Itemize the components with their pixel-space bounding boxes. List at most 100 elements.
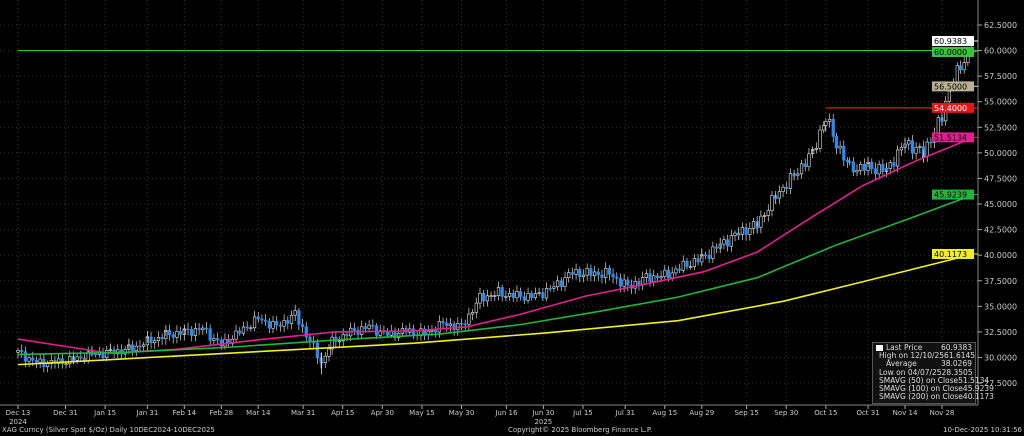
level-leader: [973, 50, 979, 53]
candle: [851, 161, 855, 173]
candle: [278, 324, 283, 327]
x-tick-label: Feb 14: [173, 409, 197, 417]
candle: [190, 329, 194, 336]
candle: [925, 141, 929, 157]
legend-label: SMAVG (100) on Close: [879, 384, 963, 394]
candle: [578, 269, 582, 278]
candle: [777, 191, 781, 199]
level-tag: [932, 46, 974, 57]
level-label: 56.5000: [934, 82, 967, 91]
y-tick-label: 47.5000: [984, 174, 1017, 183]
candle: [788, 173, 793, 189]
candle: [489, 295, 493, 298]
y-tick-label: 50.0000: [984, 149, 1017, 158]
candle: [441, 321, 445, 324]
candle: [689, 266, 693, 268]
candle: [744, 227, 748, 235]
candle: [245, 326, 249, 329]
level-tag: [932, 102, 974, 113]
candle: [352, 327, 356, 331]
candle: [45, 363, 50, 368]
year-label: 2025: [534, 418, 552, 426]
candle: [371, 324, 375, 327]
y-tick-label: 27.5000: [984, 379, 1017, 388]
candle: [57, 358, 61, 364]
candle: [644, 273, 648, 278]
candle: [726, 239, 730, 247]
ma-value-tag: [932, 189, 974, 200]
x-tick-label: Aug 29: [689, 409, 714, 417]
candle: [34, 359, 39, 363]
candle: [585, 268, 589, 276]
candle: [456, 322, 460, 331]
legend-value: 40.1173: [962, 392, 994, 402]
candle: [171, 334, 175, 338]
candle: [345, 334, 349, 337]
legend-value: 51.5134: [958, 375, 990, 385]
candle: [962, 62, 966, 71]
candle: [323, 355, 327, 363]
candle: [881, 164, 885, 172]
candle: [862, 163, 866, 171]
candle: [411, 328, 416, 336]
candle: [519, 291, 523, 298]
x-tick-label: Jan 31: [135, 409, 158, 417]
candle: [611, 273, 615, 278]
candle: [567, 272, 571, 279]
candle: [149, 336, 153, 344]
candle: [145, 336, 149, 339]
candle: [275, 321, 279, 326]
candle: [204, 327, 209, 330]
candle: [607, 267, 611, 275]
candle: [167, 329, 172, 335]
candle: [796, 173, 800, 176]
x-tick-label: Nov 14: [893, 409, 918, 417]
x-tick-label: Dec 13: [6, 409, 31, 417]
candle: [282, 320, 286, 327]
legend-item: Low on 04/07/25 28.3505: [876, 368, 973, 377]
candle: [105, 350, 109, 359]
candle: [824, 121, 828, 126]
candle: [142, 344, 146, 347]
candle: [633, 281, 637, 289]
candle: [330, 336, 334, 350]
legend-item: SMAVG (50) on Close 51.5134: [876, 375, 989, 385]
candle: [652, 275, 656, 282]
legend-item: Last Price 60.9383: [876, 343, 972, 352]
footer-copyright: Copyright© 2025 Bloomberg Finance L.P.: [508, 426, 653, 434]
y-tick-label: 32.5000: [984, 328, 1017, 337]
candle: [799, 163, 804, 175]
candle: [215, 338, 220, 341]
candle: [90, 353, 94, 356]
x-tick-label: Mar 31: [291, 409, 315, 417]
candle: [430, 330, 434, 332]
legend-label: SMAVG (200) on Close: [879, 392, 963, 402]
legend-swatch: [876, 345, 883, 352]
candle: [511, 292, 515, 299]
candle: [834, 136, 838, 149]
candle: [474, 302, 478, 313]
candle: [452, 323, 456, 331]
candle: [918, 146, 922, 148]
candle: [500, 287, 504, 297]
candle: [604, 267, 608, 278]
candle: [803, 163, 807, 168]
candle: [831, 118, 835, 137]
candle: [260, 318, 264, 321]
y-tick-label: 35.0000: [984, 302, 1017, 311]
candle: [907, 140, 911, 145]
legend-label: SMAVG (50) on Close: [879, 375, 959, 385]
candle: [537, 292, 541, 294]
candle: [367, 324, 371, 329]
x-tick-label: Jun 30: [531, 409, 554, 417]
candle: [434, 330, 438, 333]
candle: [363, 326, 368, 329]
candle: [286, 320, 290, 324]
level-tag: [932, 81, 974, 92]
candle: [855, 170, 859, 173]
candle: [238, 330, 242, 334]
candle: [304, 326, 308, 338]
candle: [729, 235, 733, 247]
x-tick-label: Sep 30: [774, 409, 798, 417]
candle: [153, 340, 157, 344]
